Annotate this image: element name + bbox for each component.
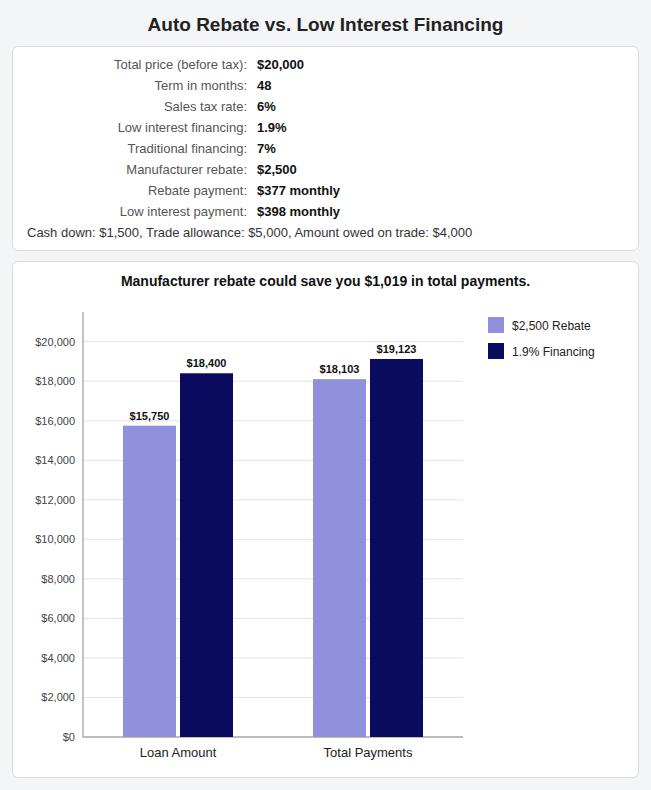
annotation: $398 monthly	[257, 204, 624, 219]
x-tick-label: Loan Amount	[140, 745, 217, 760]
y-tick-label: $16,000	[35, 415, 75, 427]
chart-svg: Manufacturer rebate could save you $1,01…	[13, 262, 638, 777]
y-tick-label: $4,000	[41, 652, 75, 664]
annotation: Term in months:	[27, 78, 247, 93]
annotation: 1.9%	[257, 120, 624, 135]
annotation: 48	[257, 78, 624, 93]
annotation: Total price (before tax):	[27, 57, 247, 72]
legend-swatch	[488, 317, 504, 333]
annotation: 6%	[257, 99, 624, 114]
bars	[123, 359, 423, 737]
annotation: Manufacturer rebate:	[27, 162, 247, 177]
bar	[123, 426, 176, 737]
annotation: Sales tax rate:	[27, 99, 247, 114]
annotation: $377 monthly	[257, 183, 624, 198]
annotation: Cash down: $1,500, Trade allowance: $5,0…	[27, 225, 624, 240]
chart-panel: Manufacturer rebate could save you $1,01…	[12, 261, 639, 778]
legend-label: 1.9% Financing	[512, 345, 595, 359]
y-tick-label: $8,000	[41, 573, 75, 585]
y-tick-label: $0	[63, 731, 75, 743]
annotation: $2,500	[257, 162, 624, 177]
y-tick-label: $6,000	[41, 612, 75, 624]
x-tick-label: Total Payments	[324, 745, 413, 760]
y-tick-label: $10,000	[35, 533, 75, 545]
inputs-panel: Total price (before tax): $20,000 Term in …	[12, 46, 639, 251]
data-label: $18,103	[320, 363, 360, 375]
bar	[313, 379, 366, 737]
data-label: $15,750	[130, 410, 170, 422]
legend: $2,500 Rebate 1.9% Financing	[488, 317, 595, 359]
chart-title: Manufacturer rebate could save you $1,01…	[121, 273, 530, 289]
y-tick-label: $14,000	[35, 454, 75, 466]
data-label: $18,400	[187, 357, 227, 369]
annotation: 7%	[257, 141, 624, 156]
annotation: Rebate payment:	[27, 183, 247, 198]
page-title: Auto Rebate vs. Low Interest Financing	[12, 14, 639, 36]
annotation: $20,000	[257, 57, 624, 72]
bar	[180, 373, 233, 737]
legend-swatch	[488, 343, 504, 359]
annotation: Low interest financing:	[27, 120, 247, 135]
y-axis	[83, 312, 84, 737]
bar	[370, 359, 423, 737]
annotation: Low interest payment:	[27, 204, 247, 219]
data-label: $19,123	[377, 343, 417, 355]
y-tick-label: $12,000	[35, 494, 75, 506]
y-tick-label: $18,000	[35, 375, 75, 387]
legend-label: $2,500 Rebate	[512, 319, 591, 333]
annotation: Traditional financing:	[27, 141, 247, 156]
y-tick-label: $2,000	[41, 691, 75, 703]
y-tick-label: $20,000	[35, 336, 75, 348]
